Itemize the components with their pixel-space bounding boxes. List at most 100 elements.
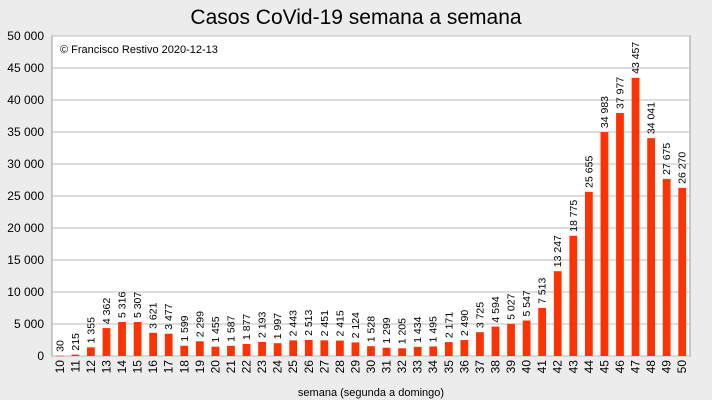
- data-label: 25 655: [583, 156, 595, 188]
- x-tick-label: 24: [271, 360, 285, 374]
- x-tick-label: 11: [68, 360, 82, 373]
- x-axis-label: semana (segunda a domingo): [298, 387, 444, 399]
- bar: [273, 343, 282, 356]
- data-label: 5 547: [521, 290, 533, 316]
- data-label: 2 171: [443, 312, 455, 338]
- y-tick-label: 20 000: [7, 221, 44, 235]
- y-tick-label: 45 000: [7, 61, 44, 75]
- data-label: 1 877: [241, 314, 253, 340]
- x-tick-label: 41: [535, 360, 549, 374]
- x-tick-label: 29: [348, 360, 362, 374]
- bar: [522, 320, 531, 356]
- x-tick-label: 27: [317, 360, 331, 374]
- bar: [538, 307, 547, 356]
- x-tick-label: 48: [644, 360, 658, 374]
- bar: [320, 340, 329, 356]
- x-tick-label: 21: [224, 360, 238, 374]
- bar: [71, 354, 80, 356]
- y-tick-label: 50 000: [7, 29, 44, 43]
- x-tick-label: 38: [488, 360, 502, 374]
- x-tick-label: 20: [208, 360, 222, 374]
- bar: [631, 77, 640, 357]
- data-label: 2 124: [350, 312, 362, 338]
- bar: [258, 341, 266, 356]
- bar: [616, 112, 624, 356]
- x-tick-label: 10: [53, 360, 67, 374]
- data-label: 2 490: [459, 310, 471, 336]
- bar: [335, 340, 344, 356]
- data-label: 37 977: [614, 77, 626, 109]
- x-tick-label: 36: [457, 360, 471, 374]
- bar: [180, 345, 189, 356]
- x-tick-label: 30: [364, 360, 378, 374]
- x-tick-label: 35: [442, 360, 456, 374]
- data-label: 27 675: [661, 143, 673, 175]
- bar: [460, 340, 469, 356]
- x-tick-label: 42: [551, 360, 565, 374]
- data-label: 13 247: [552, 235, 564, 267]
- x-tick-label: 14: [115, 360, 129, 374]
- y-tick-label: 25 000: [7, 189, 44, 203]
- x-tick-label: 19: [193, 360, 207, 374]
- bar: [584, 191, 593, 356]
- bar: [351, 342, 360, 356]
- bar: [227, 345, 235, 356]
- data-label: 34 983: [599, 96, 611, 128]
- x-tick-label: 44: [582, 360, 596, 374]
- bar: [133, 322, 142, 356]
- data-label: 4 594: [490, 296, 502, 322]
- x-tick-label: 25: [286, 360, 300, 374]
- data-label: 18 775: [568, 200, 580, 232]
- bar: [600, 132, 609, 356]
- data-label: 1 455: [210, 316, 222, 342]
- data-label: 215: [70, 333, 82, 351]
- bar: [553, 271, 562, 356]
- bar: [678, 187, 687, 356]
- data-label: 1 528: [366, 316, 378, 342]
- x-tick-label: 15: [131, 360, 145, 374]
- bar: [87, 347, 95, 356]
- data-label: 1 205: [397, 318, 409, 344]
- data-label: 1 434: [412, 316, 424, 342]
- x-tick-label: 28: [333, 360, 347, 374]
- x-tick-label: 46: [613, 360, 627, 374]
- x-tick-label: 37: [473, 360, 487, 374]
- data-label: 30: [54, 340, 66, 352]
- y-tick-label: 30 000: [7, 157, 44, 171]
- data-label: 1 495: [428, 316, 440, 342]
- x-tick-label: 33: [411, 360, 425, 374]
- bar: [382, 347, 391, 356]
- data-label: 43 457: [630, 42, 642, 74]
- bar: [429, 346, 438, 356]
- bar: [569, 235, 578, 356]
- x-tick-label: 17: [162, 360, 176, 374]
- x-tick-label: 16: [146, 360, 160, 374]
- bar: [242, 343, 251, 356]
- data-label: 2 415: [334, 310, 346, 336]
- x-tick-label: 40: [520, 360, 534, 374]
- data-label: 26 270: [677, 152, 689, 184]
- data-label: 2 193: [257, 312, 269, 338]
- data-label: 4 362: [101, 298, 113, 324]
- bar: [149, 332, 158, 356]
- data-label: 2 451: [319, 310, 331, 336]
- data-label: 5 027: [506, 293, 518, 319]
- data-label: 3 725: [474, 302, 486, 328]
- y-tick-label: 10 000: [7, 285, 44, 299]
- data-label: 3 477: [163, 303, 175, 329]
- x-tick-label: 32: [395, 360, 409, 374]
- y-tick-label: 35 000: [7, 125, 44, 139]
- x-tick-label: 26: [302, 360, 316, 374]
- chart-title: Casos CoVid-19 semana a semana: [190, 6, 522, 29]
- x-tick-label: 22: [240, 360, 254, 374]
- x-tick-label: 12: [84, 360, 98, 374]
- bar: [647, 138, 655, 356]
- bar: [102, 328, 111, 356]
- bar: [413, 346, 422, 356]
- x-tick-label: 39: [504, 360, 518, 374]
- bar: [304, 339, 313, 356]
- bar: [367, 346, 375, 356]
- bar: [118, 321, 126, 356]
